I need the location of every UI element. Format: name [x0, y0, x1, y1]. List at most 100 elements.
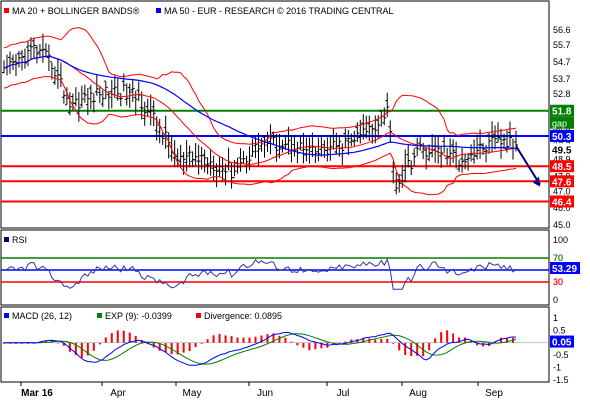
x-axis-label: Sep — [485, 388, 503, 399]
macd-divergence-bar — [236, 337, 239, 343]
macd-y-tick-label: 1 — [553, 313, 558, 323]
macd-divergence-bar — [284, 337, 287, 343]
chart-marks: 56.655.754.753.752.851.850.849.948.947.9… — [1, 25, 580, 399]
macd-y-tick-label: -1 — [553, 363, 561, 373]
macd-divergence-bar — [482, 342, 485, 347]
price-y-tick-label: 47.0 — [553, 186, 571, 196]
macd-divergence-bar — [392, 342, 395, 344]
macd-divergence-bar — [302, 342, 305, 348]
macd-divergence-bar — [242, 337, 245, 343]
forecast-arrow-head — [533, 176, 540, 187]
macd-divergence-bar — [260, 335, 263, 343]
ma50-line — [3, 55, 517, 156]
price-y-tick-label: 52.8 — [553, 89, 571, 99]
rsi-y-tick-label: 0 — [553, 295, 558, 305]
macd-divergence-bar — [164, 342, 167, 353]
rsi-y-tick-label: 30 — [553, 277, 563, 287]
macd-divergence-bar — [338, 342, 341, 344]
ma20-legend: MA 20 + BOLLINGER BANDS® — [12, 6, 140, 16]
macd-divergence-bar — [122, 330, 125, 343]
exp-legend-swatch — [97, 313, 102, 318]
price-level-label: 48.5 — [552, 162, 572, 173]
macd-divergence-bar — [350, 339, 353, 343]
macd-legend-swatch — [4, 313, 9, 318]
macd-divergence-bar — [224, 335, 227, 343]
macd-value-bg — [550, 335, 574, 348]
price-level-note-bg — [550, 116, 574, 129]
macd-divergence-bar — [464, 337, 467, 343]
macd-line — [4, 331, 517, 366]
macd-divergence-bar — [74, 342, 77, 356]
price-y-tick-label: 45.0 — [553, 220, 571, 230]
rsi-line — [3, 258, 517, 290]
macd-divergence-bar — [128, 332, 131, 343]
macd-divergence-bar — [380, 338, 383, 343]
macd-divergence-bar — [344, 341, 347, 343]
rsi-y-tick-label: 100 — [553, 235, 568, 245]
price-level-label-bg — [550, 175, 574, 188]
macd-divergence-bar — [290, 341, 293, 343]
exp-legend: EXP (9): -0.0399 — [105, 311, 172, 321]
price-level-label-bg — [550, 104, 574, 117]
macd-divergence-bar — [428, 342, 431, 351]
macd-divergence-bar — [470, 341, 473, 343]
macd-divergence-bar — [86, 342, 89, 356]
macd-divergence-bar — [218, 334, 221, 343]
macd-divergence-bar — [62, 342, 65, 346]
macd-divergence-bar — [158, 342, 161, 351]
macd-divergence-bar — [362, 337, 365, 343]
macd-legend: MACD (26, 12) — [12, 311, 72, 321]
price-y-tick-label: 49.9 — [553, 138, 571, 148]
macd-divergence-bar — [416, 342, 419, 356]
macd-divergence-bar — [170, 342, 173, 355]
price-level-label-bg — [550, 160, 574, 173]
macd-divergence-bar — [188, 342, 191, 352]
divergence-legend-swatch — [196, 313, 201, 318]
macd-divergence-bar — [254, 336, 257, 343]
macd-divergence-bar — [176, 342, 179, 355]
macd-divergence-bar — [440, 332, 443, 343]
price-level-label: 46.4 — [552, 197, 572, 208]
macd-divergence-bar — [296, 342, 299, 346]
macd-divergence-bar — [386, 338, 389, 343]
macd-divergence-bar — [278, 335, 281, 343]
price-y-tick-label: 46.0 — [553, 203, 571, 213]
macd-divergence-bar — [476, 342, 479, 346]
price-level-label: 49.5 — [552, 145, 572, 156]
macd-divergence-bar — [104, 337, 107, 343]
macd-y-tick-label: -0.5 — [553, 350, 569, 360]
macd-divergence-bar — [452, 333, 455, 343]
x-axis-label: Apr — [110, 388, 126, 399]
rsi-y-tick-label: 70 — [553, 253, 563, 263]
x-axis-label: Jul — [337, 388, 350, 399]
price-level-label: 47.6 — [552, 177, 572, 188]
macd-divergence-bar — [116, 330, 119, 343]
macd-signal-line — [4, 333, 517, 365]
macd-divergence-bar — [230, 336, 233, 343]
x-axis-label: Jun — [257, 388, 273, 399]
ma20-line — [3, 55, 517, 166]
divergence-legend: Divergence: 0.0895 — [204, 311, 282, 321]
macd-divergence-bar — [314, 342, 317, 350]
x-axis-label: Aug — [409, 388, 427, 399]
rsi-panel-frame — [0, 229, 550, 306]
price-level-label-bg — [550, 143, 574, 156]
x-axis-label: May — [183, 388, 202, 399]
macd-divergence-bar — [356, 339, 359, 343]
price-y-tick-label: 56.6 — [553, 25, 571, 35]
macd-divergence-bar — [212, 335, 215, 343]
rsi-legend-swatch — [4, 237, 9, 242]
bollinger-lower-band — [3, 75, 517, 196]
macd-divergence-bar — [320, 342, 323, 349]
macd-divergence-bar — [110, 333, 113, 343]
price-level-label: 50.3 — [552, 132, 572, 143]
macd-divergence-bar — [80, 342, 83, 358]
rsi-title: RSI — [12, 235, 27, 245]
macd-value-label: 0.05 — [552, 338, 572, 349]
macd-divergence-bar — [248, 337, 251, 343]
macd-divergence-bar — [206, 339, 209, 343]
macd-divergence-bar — [446, 330, 449, 343]
price-level-label-bg — [550, 129, 574, 142]
macd-divergence-bar — [68, 342, 71, 352]
